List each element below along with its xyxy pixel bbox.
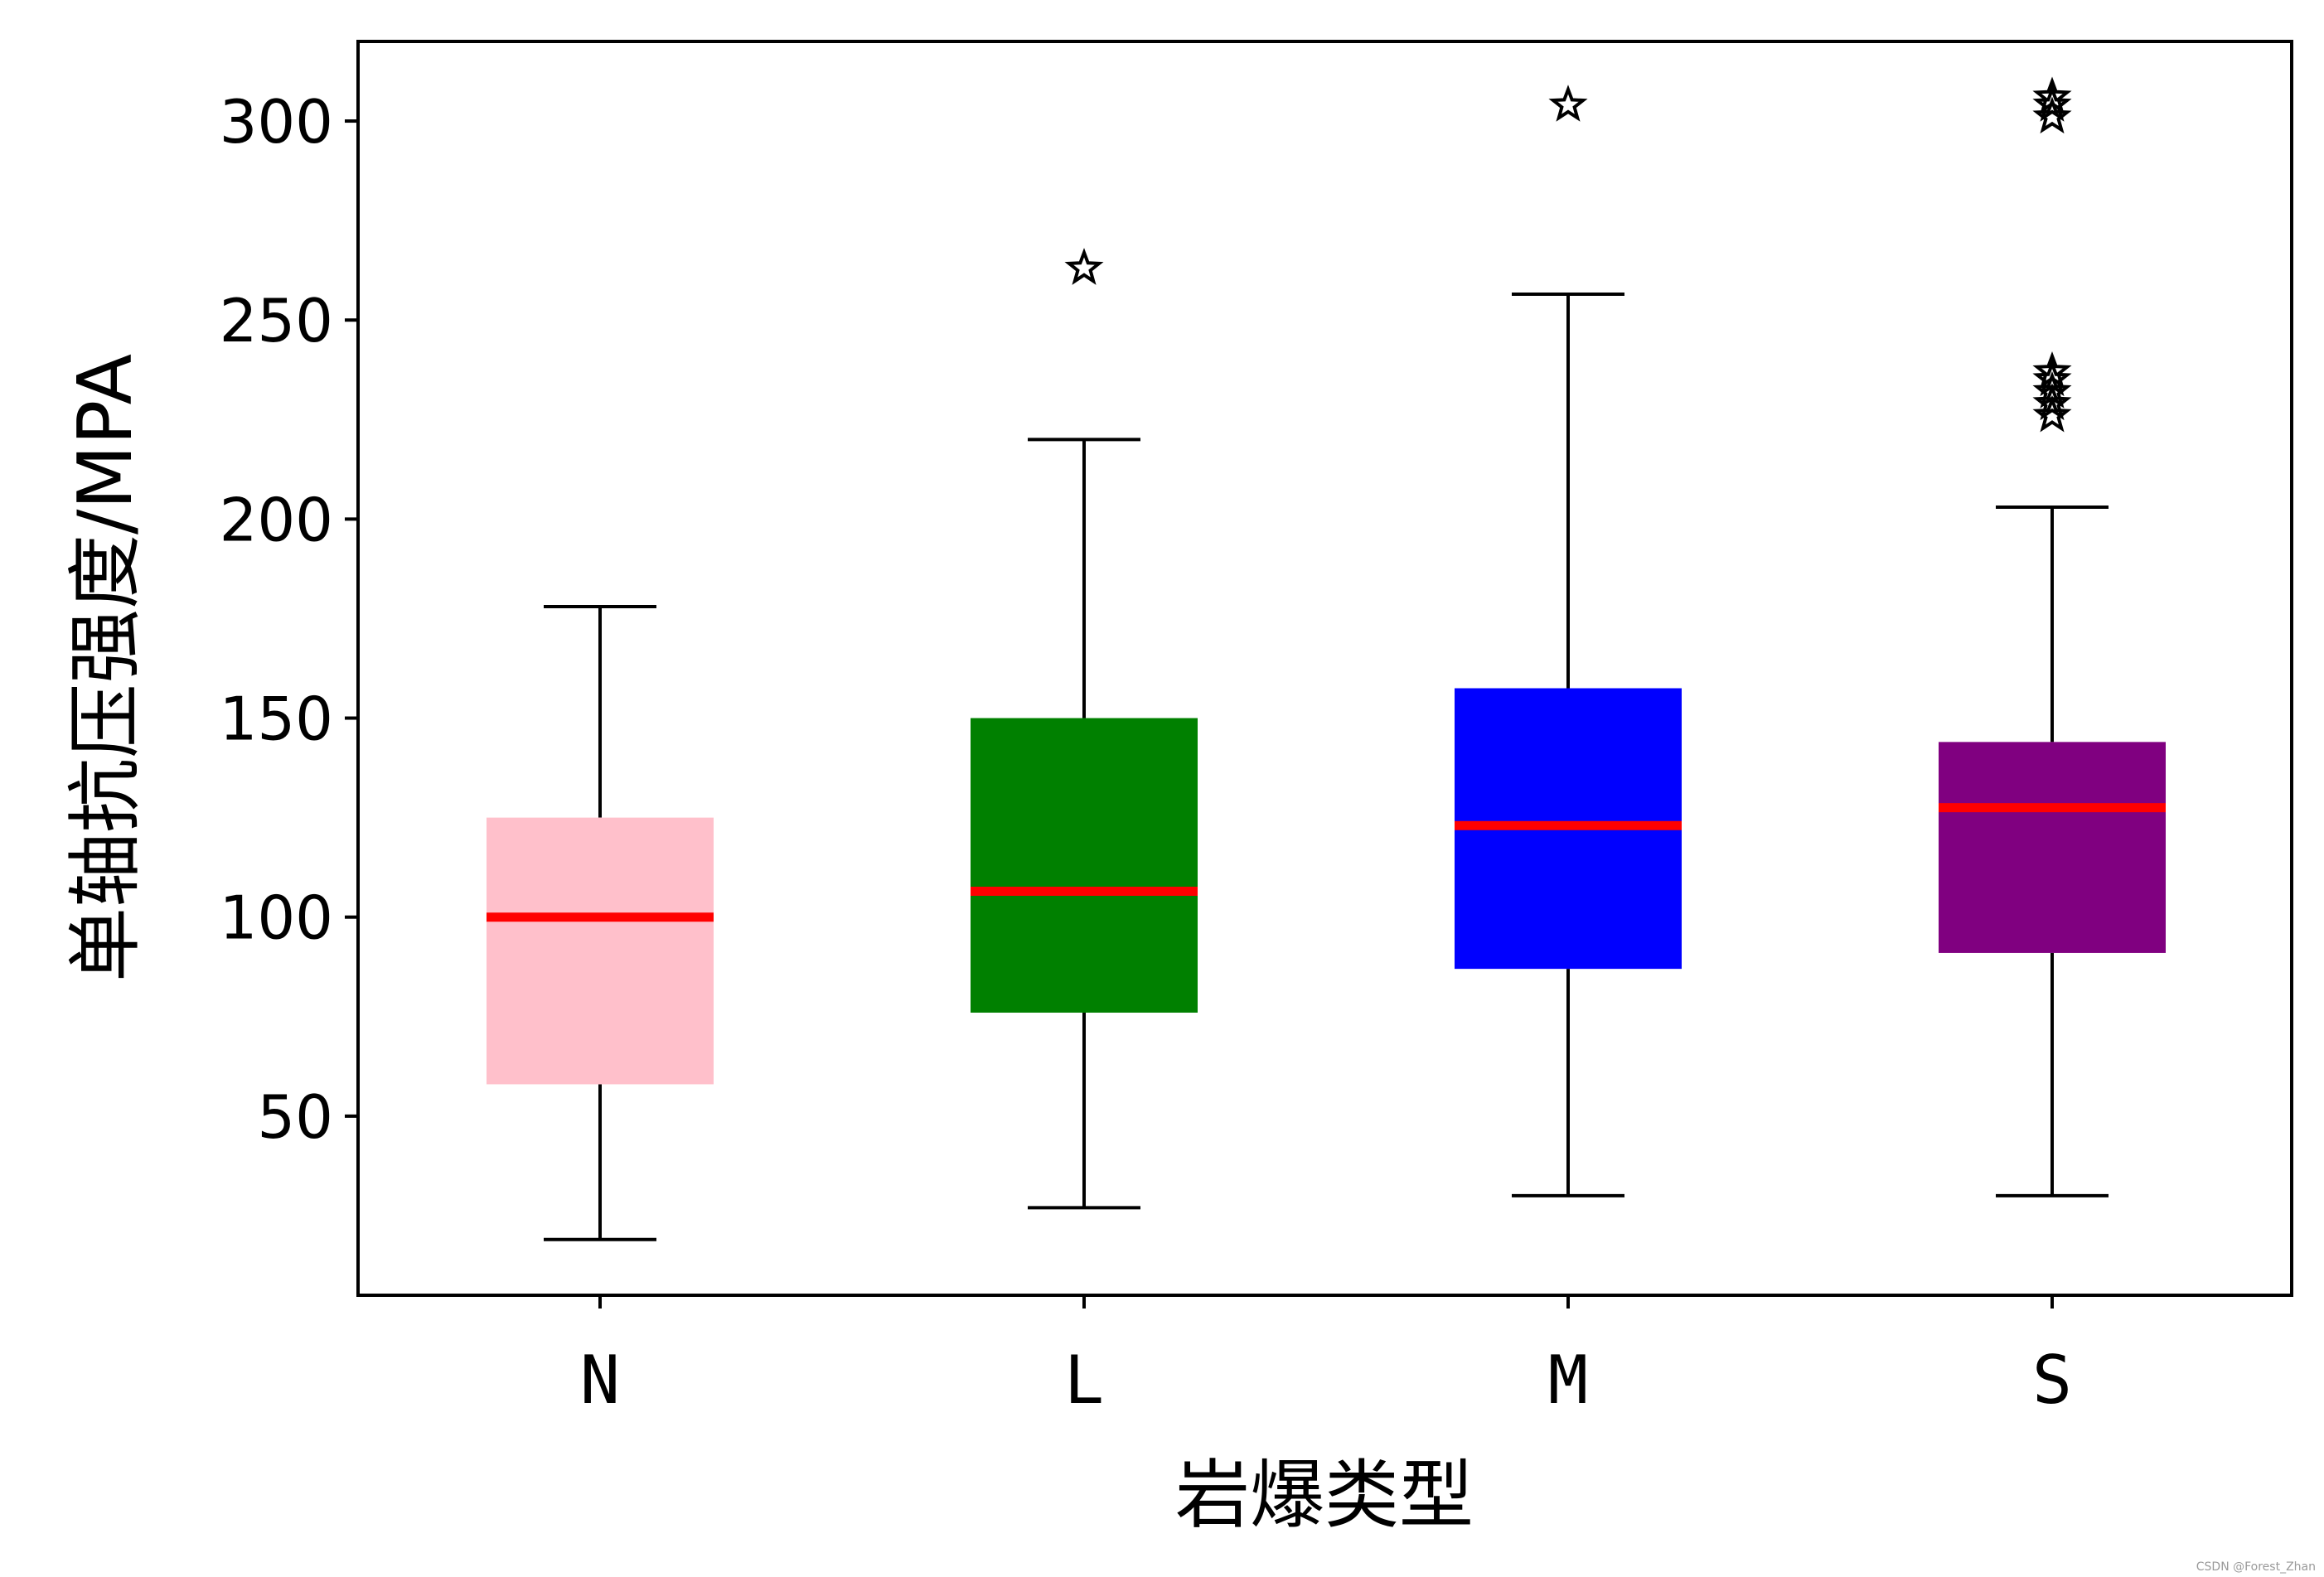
- y-tick-label: 150: [220, 684, 333, 754]
- box-group-l: [971, 248, 1198, 1210]
- x-tick-label-s: S: [2032, 1342, 2072, 1419]
- y-tick-label: 100: [220, 883, 333, 953]
- outlier-point-s: [2032, 383, 2072, 421]
- outlier-point-m: [1548, 85, 1588, 122]
- plot-area-frame: [356, 40, 2293, 1297]
- box-group-n: [487, 605, 714, 1241]
- box-iqr-n: [487, 817, 714, 1085]
- y-axis: 50 100 150 200 250 300: [220, 87, 358, 1152]
- y-tick-label: 300: [220, 87, 333, 157]
- box-group-s: [1939, 76, 2166, 1197]
- box-iqr-l: [971, 718, 1198, 1013]
- y-tick-label: 200: [220, 485, 333, 554]
- x-tick-label-l: L: [1064, 1342, 1104, 1419]
- x-tick-label-n: N: [580, 1342, 620, 1419]
- box-iqr-s: [1939, 742, 2166, 953]
- outlier-point-s: [2032, 359, 2072, 397]
- outlier-point-s: [2032, 76, 2072, 114]
- y-tick-label: 50: [257, 1082, 333, 1152]
- x-axis-title: 岩爆类型: [1175, 1452, 1474, 1539]
- outlier-point-s: [2032, 85, 2072, 122]
- watermark-text: CSDN @Forest_Zhan: [2196, 1560, 2316, 1574]
- y-tick-label: 250: [220, 286, 333, 356]
- outlier-point-s: [2032, 394, 2072, 433]
- y-axis-title: 单轴抗压强度/MPA: [62, 354, 149, 982]
- outlier-point-s: [2032, 351, 2072, 389]
- box-group-m: [1455, 85, 1682, 1197]
- box-plot-series: [487, 76, 2166, 1241]
- outlier-point-l: [1064, 248, 1104, 285]
- x-tick-label-m: M: [1548, 1342, 1588, 1419]
